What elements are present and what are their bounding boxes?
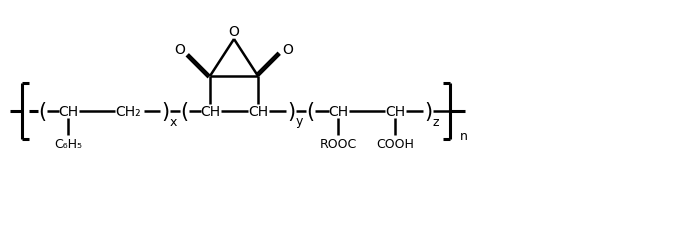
Text: (: ( xyxy=(180,101,188,121)
Text: x: x xyxy=(169,115,176,128)
Text: CH: CH xyxy=(58,105,78,118)
Text: CH: CH xyxy=(328,105,348,118)
Text: y: y xyxy=(296,115,302,128)
Text: CH₂: CH₂ xyxy=(115,105,141,118)
Text: O: O xyxy=(174,43,185,57)
Text: (: ( xyxy=(38,101,46,121)
Text: O: O xyxy=(282,43,293,57)
Text: C₆H₅: C₆H₅ xyxy=(54,138,82,151)
Text: CH: CH xyxy=(248,105,268,118)
Text: ): ) xyxy=(287,101,295,121)
Text: ): ) xyxy=(424,101,432,121)
Text: CH: CH xyxy=(385,105,405,118)
Text: n: n xyxy=(460,129,468,142)
Text: ROOC: ROOC xyxy=(319,138,357,151)
Text: O: O xyxy=(229,25,240,39)
Text: CH: CH xyxy=(200,105,220,118)
Text: z: z xyxy=(433,115,439,128)
Text: (: ( xyxy=(306,101,314,121)
Text: COOH: COOH xyxy=(376,138,414,151)
Text: ): ) xyxy=(161,101,169,121)
